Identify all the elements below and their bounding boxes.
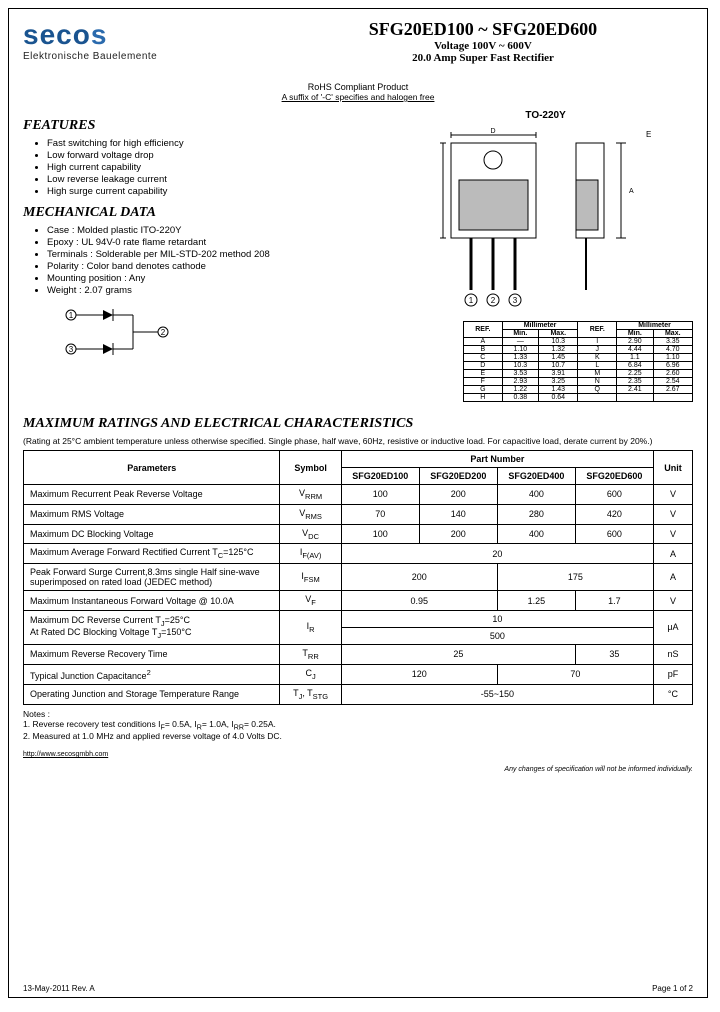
dimension-table: REF.MillimeterREF.MillimeterMin.Max.Min.… <box>463 321 693 402</box>
mechanical-heading: MECHANICAL DATA <box>23 205 390 221</box>
logo-text: secos <box>23 19 223 51</box>
right-column: TO-220Y 1 2 3 D A E REF <box>398 110 693 402</box>
note-item: 1. Reverse recovery test conditions IF= … <box>23 719 693 732</box>
changes-text: Any changes of specification will not be… <box>23 766 693 773</box>
svg-text:2: 2 <box>161 328 166 337</box>
ratings-table: ParametersSymbolPart NumberUnitSFG20ED10… <box>23 450 693 705</box>
logo: secos Elektronische Bauelemente <box>23 19 223 62</box>
svg-text:D: D <box>490 128 495 135</box>
list-item: Weight : 2.07 grams <box>47 285 390 296</box>
ratings-heading: MAXIMUM RATINGS AND ELECTRICAL CHARACTER… <box>23 416 693 432</box>
list-item: Case : Molded plastic ITO-220Y <box>47 225 390 236</box>
notes-heading: Notes : <box>23 709 50 719</box>
list-item: Fast switching for high efficiency <box>47 138 390 149</box>
content-columns: FEATURES Fast switching for high efficie… <box>23 110 693 402</box>
header: secos Elektronische Bauelemente SFG20ED1… <box>23 19 693 70</box>
url: http://www.secosgmbh.com <box>23 751 693 758</box>
logo-subtitle: Elektronische Bauelemente <box>23 51 223 62</box>
datasheet-page: secos Elektronische Bauelemente SFG20ED1… <box>8 8 708 998</box>
left-column: FEATURES Fast switching for high efficie… <box>23 110 398 402</box>
list-item: Terminals : Solderable per MIL-STD-202 m… <box>47 249 390 260</box>
list-item: Low reverse leakage current <box>47 174 390 185</box>
rohs-line: RoHS Compliant Product <box>23 82 693 92</box>
svg-text:1: 1 <box>468 296 473 305</box>
circuit-diagram: 1 3 2 <box>63 303 183 361</box>
ratings-note: (Rating at 25°C ambient temperature unle… <box>23 436 693 446</box>
svg-text:1: 1 <box>69 311 74 320</box>
mechanical-list: Case : Molded plastic ITO-220YEpoxy : UL… <box>23 225 390 296</box>
ratings-section: MAXIMUM RATINGS AND ELECTRICAL CHARACTER… <box>23 416 693 773</box>
list-item: Epoxy : UL 94V-0 rate flame retardant <box>47 237 390 248</box>
desc-line: 20.0 Amp Super Fast Rectifier <box>273 52 693 64</box>
voltage-line: Voltage 100V ~ 600V <box>273 40 693 52</box>
footer-page: Page 1 of 2 <box>652 984 693 993</box>
list-item: Low forward voltage drop <box>47 150 390 161</box>
svg-text:3: 3 <box>512 296 517 305</box>
rohs-sub: A suffix of '-C' specifies and halogen f… <box>23 92 693 102</box>
title-block: SFG20ED100 ~ SFG20ED600 Voltage 100V ~ 6… <box>273 19 693 64</box>
footer: 13-May-2011 Rev. A Page 1 of 2 <box>23 984 693 993</box>
notes: Notes : 1. Reverse recovery test conditi… <box>23 709 693 742</box>
features-list: Fast switching for high efficiencyLow fo… <box>23 138 390 197</box>
svg-text:2: 2 <box>490 296 495 305</box>
list-item: Mounting position : Any <box>47 273 390 284</box>
list-item: High current capability <box>47 162 390 173</box>
note-item: 2. Measured at 1.0 MHz and applied rever… <box>23 731 693 741</box>
list-item: High surge current capability <box>47 186 390 197</box>
svg-text:3: 3 <box>69 345 74 354</box>
package-drawing: 1 2 3 D A E <box>431 125 661 315</box>
list-item: Polarity : Color band denotes cathode <box>47 261 390 272</box>
features-heading: FEATURES <box>23 118 390 134</box>
svg-text:A: A <box>629 188 634 195</box>
package-label: TO-220Y <box>398 110 693 121</box>
svg-text:E: E <box>646 130 651 139</box>
part-title: SFG20ED100 ~ SFG20ED600 <box>273 19 693 40</box>
footer-date: 13-May-2011 Rev. A <box>23 984 95 993</box>
